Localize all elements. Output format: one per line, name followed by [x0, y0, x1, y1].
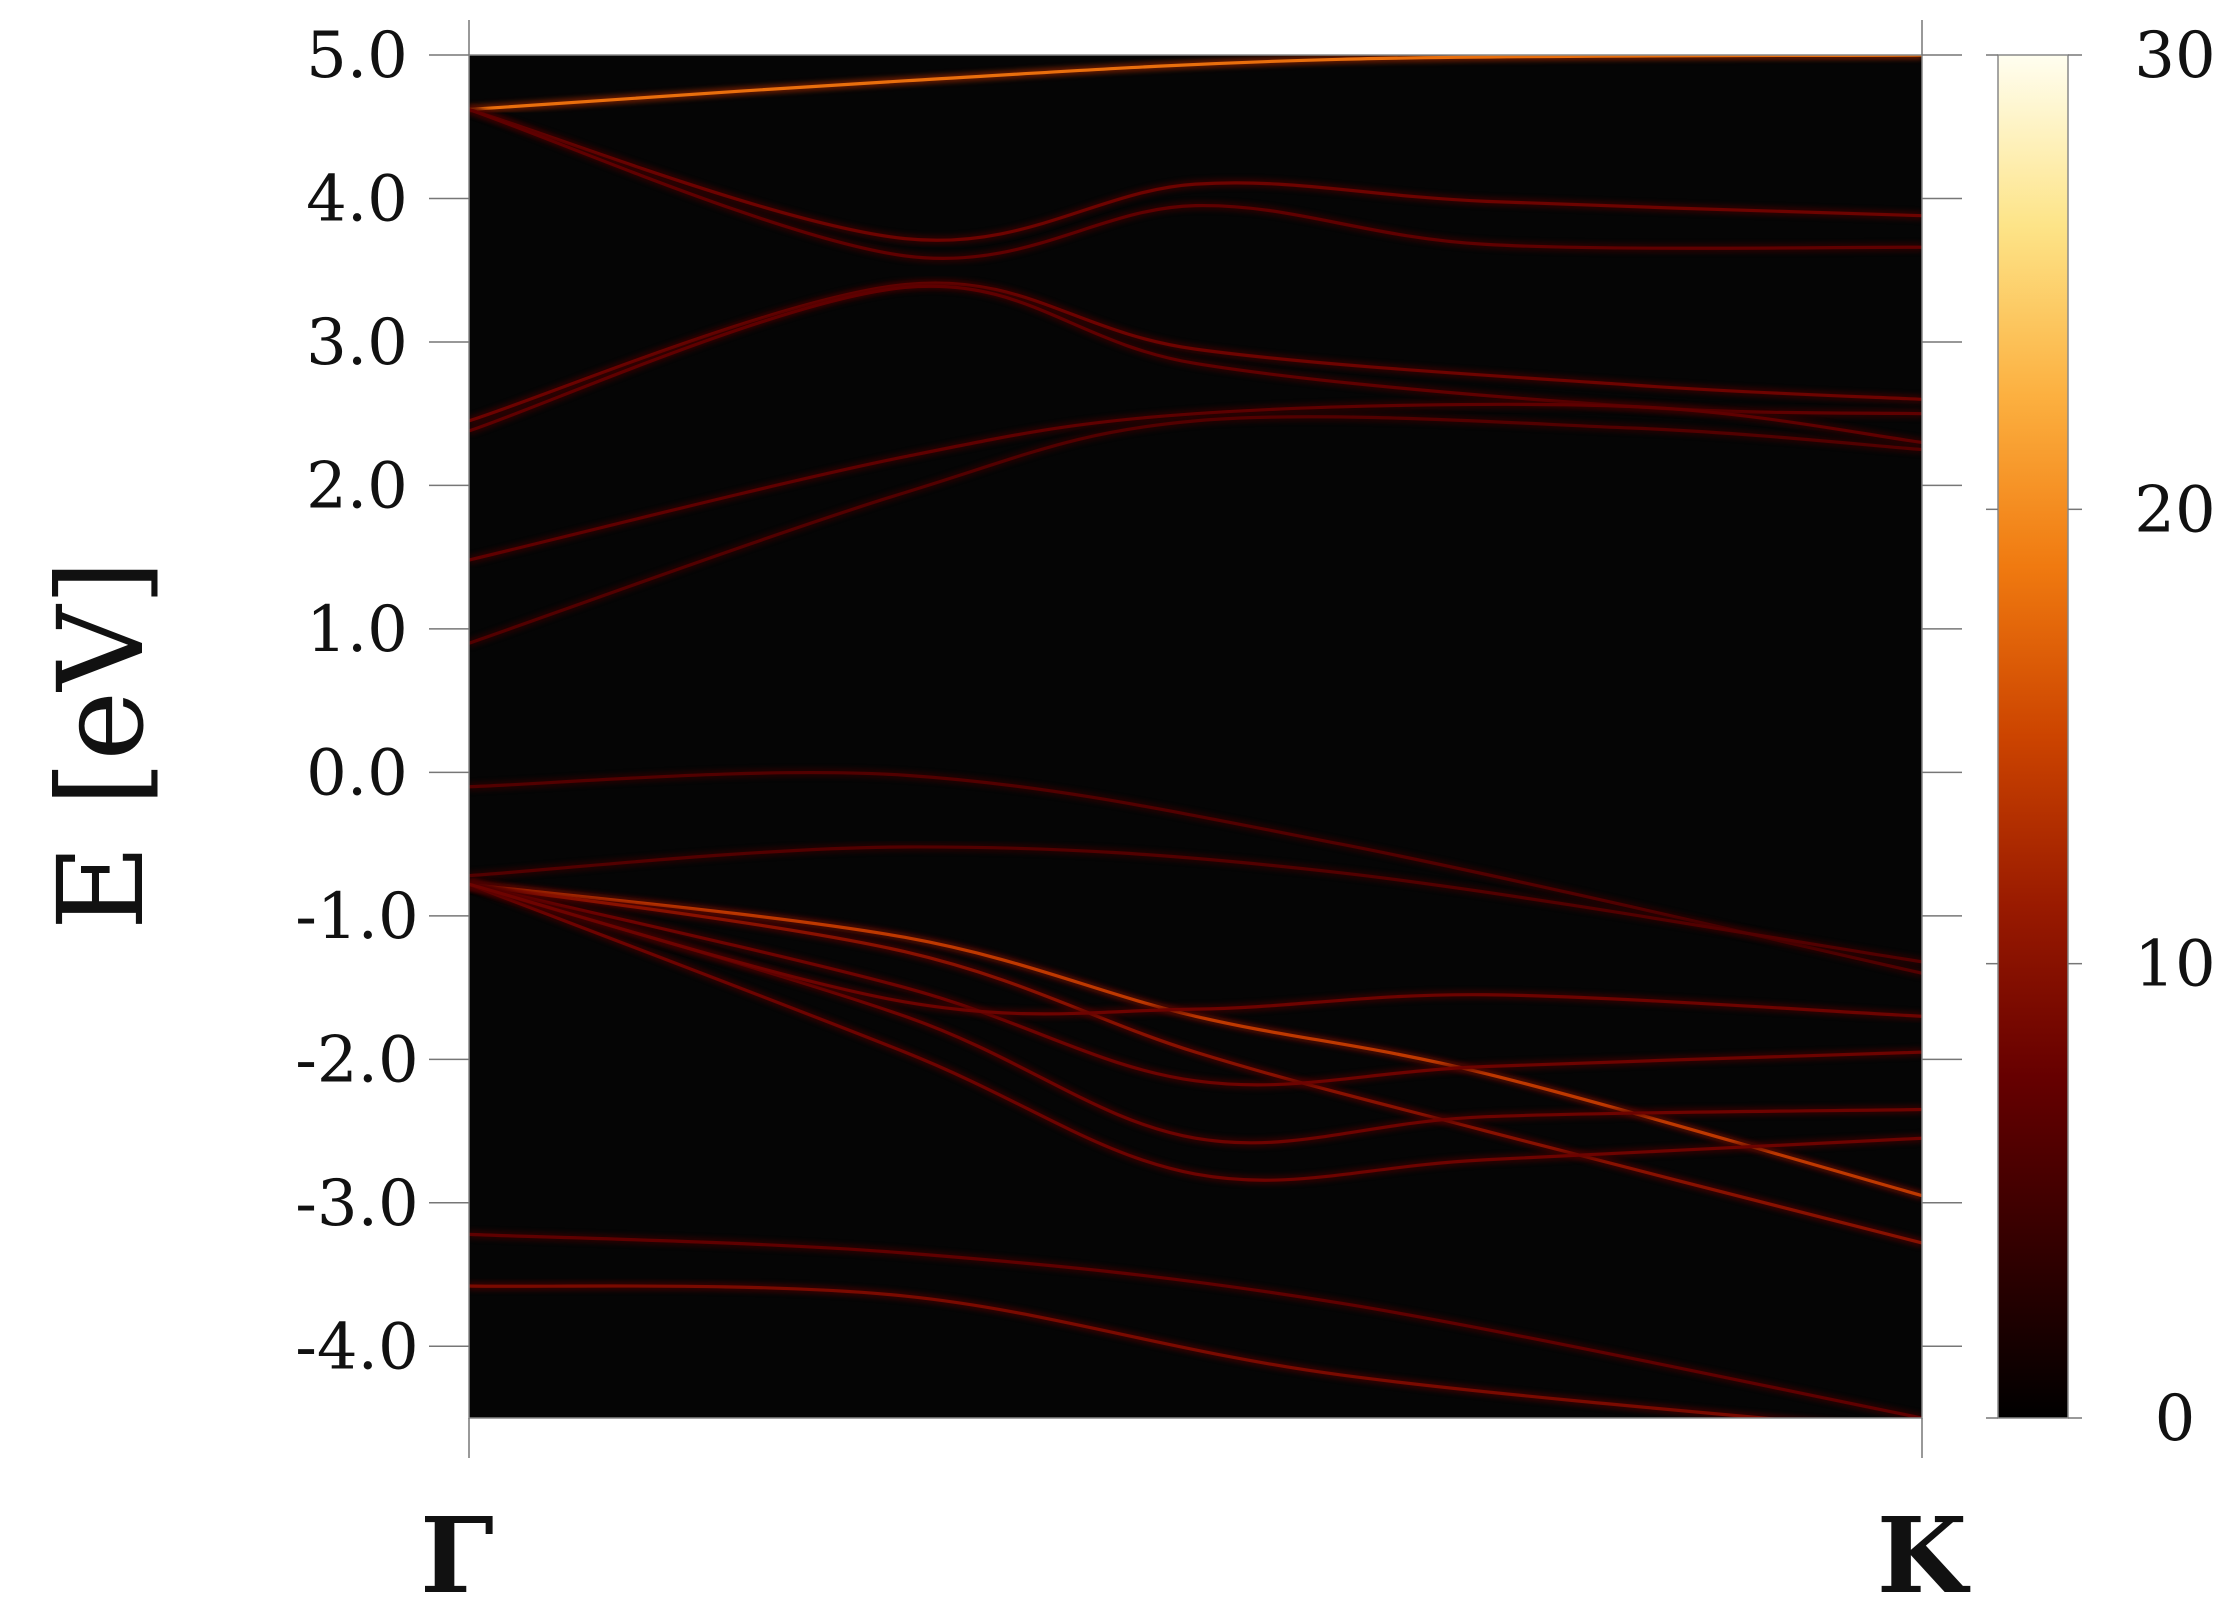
plot-area: [469, 55, 1922, 1418]
plot-frame: [468, 54, 1923, 1419]
band-line-8: [469, 845, 1922, 964]
y-tick-label-1: 4.0: [306, 162, 408, 236]
y-axis-label: E [eV]: [32, 560, 170, 931]
y-axis-ticks: 5.0 4.0 3.0 2.0 1.0 0.0 -1.0 -2.0 -3.0 -4.0: [295, 19, 1962, 1384]
band-line-6: [469, 415, 1922, 645]
band-line-1: [469, 107, 1922, 242]
y-tick-label-0: 5.0: [306, 19, 408, 93]
y-tick-label-6: -1.0: [295, 880, 418, 954]
band-line-9: [469, 882, 1922, 1198]
band-line-16: [469, 1284, 1782, 1418]
cb-tick-label-0: 0: [2155, 1382, 2196, 1456]
cb-tick-label-2: 20: [2134, 473, 2215, 547]
x-tick-label-1: K: [1877, 1494, 1971, 1615]
colorbar-ticks: 0 10 20 30: [1986, 19, 2216, 1456]
band-line-15: [469, 1232, 1922, 1418]
y-tick-label-3: 2.0: [306, 449, 408, 523]
band-line-14: [469, 882, 1922, 1018]
y-tick-label-5: 0.0: [306, 736, 408, 810]
band-line-11: [469, 882, 1922, 1087]
y-tick-label-9: -4.0: [295, 1310, 418, 1384]
band-line-5: [469, 402, 1922, 562]
y-tick-label-8: -3.0: [295, 1167, 418, 1241]
band-lines: [469, 55, 1922, 1418]
x-tick-label-0: Γ: [420, 1494, 494, 1615]
cb-tick-label-1: 10: [2134, 928, 2215, 1002]
band-line-2: [469, 108, 1922, 261]
y-tick-label-2: 3.0: [306, 306, 408, 380]
band-line-13: [469, 882, 1922, 1182]
band-line-10: [469, 882, 1922, 1245]
cb-tick-label-3: 30: [2134, 19, 2215, 93]
colorbar: [1997, 54, 2069, 1419]
y-tick-label-7: -2.0: [295, 1023, 418, 1097]
y-tick-label-4: 1.0: [306, 593, 408, 667]
